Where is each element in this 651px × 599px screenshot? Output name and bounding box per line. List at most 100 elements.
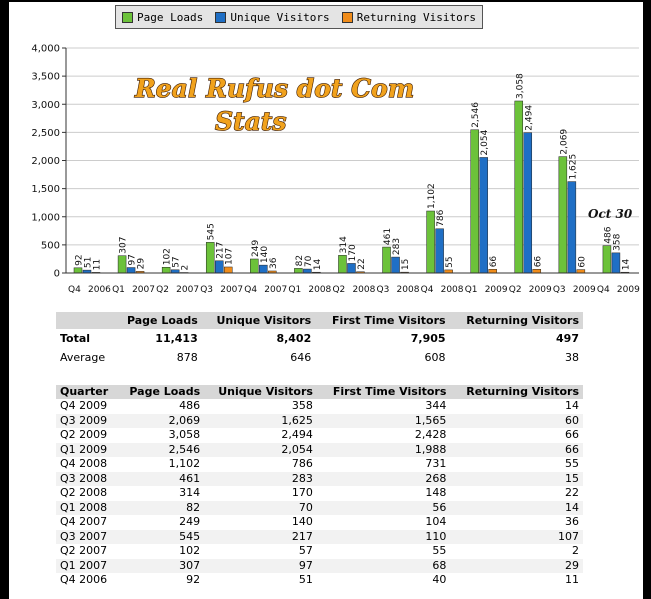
bar-unique-visitors [435,228,444,274]
data-label-returning-visitors: 14 [313,258,323,270]
quarterly-cell-page-loads: 461 [117,471,205,486]
y-tick-label: 0 [54,269,60,280]
summary-header-blank [56,312,115,329]
bar-page-loads [426,210,435,274]
quarterly-header-page-loads: Page Loads [117,385,205,399]
bar-page-loads [250,258,259,274]
data-label-returning-visitors: 60 [577,256,587,268]
x-tick-label-year: 2007 [176,285,199,295]
summary-header-returning-visitors: Returning Visitors [449,312,583,329]
bar-page-loads [294,268,303,274]
x-axis: Q4 2006 Q1 2007 Q2 2007 Q3 2007 Q4 2007 Q1 2008 Q2 20… [66,272,640,295]
summary-average-page-loads: 878 [176,351,198,364]
table-row: Q4 2009 486 358 344 14 [56,399,583,414]
quarterly-cell-page-loads: 314 [179,486,201,500]
legend-swatch-returning-visitors [341,11,353,23]
quarterly-cell-page-loads: 82 [117,500,205,515]
table-row: Q3 2007 545 217 110 107 [56,529,583,544]
summary-average-unique-visitors: 646 [290,351,312,364]
quarterly-table-body: Q4 2009 486 358 344 14 Q3 2009 2,069 1,625 1,565… [56,399,583,588]
bar-returning-visitors [576,269,586,274]
y-tick-label: 3,000 [31,100,60,111]
quarterly-cell-returning-visitors: 55 [565,457,579,471]
data-label-page-loads: 314 [339,236,349,253]
x-tick-label-year: 2008 [397,285,420,295]
table-row: Q1 2009 2,546 2,054 1,988 66 [56,442,583,457]
quarterly-cell-first-time-visitors: 110 [316,529,451,544]
legend-label-returning-visitors: Returning Visitors [356,10,476,24]
quarterly-cell-first-time-visitors: 40 [432,573,447,587]
summary-total-row: Total 11,413 8,402 7,905 497 [56,329,583,349]
bar-unique-visitors [479,157,488,274]
x-tick-label-quarter: Q1 [288,285,301,295]
data-label-returning-visitors: 66 [533,256,543,268]
data-label-unique-visitors: 1,625 [568,154,578,180]
data-label-page-loads: 2,069 [559,129,569,155]
data-label-unique-visitors: 170 [348,244,358,261]
quarterly-cell-unique-visitors: 1,625 [204,413,317,428]
y-tick-label: 2,500 [31,128,60,139]
y-axis: 0 500 1,000 1,500 2,000 2,500 3,000 3,500 4,000 [31,44,67,280]
data-label-page-loads: 461 [383,228,393,245]
data-label-page-loads: 92 [75,254,85,265]
summary-header-unique-visitors: Unique Visitors [201,312,316,329]
bar-returning-visitors [532,269,542,274]
bar-page-loads [117,255,127,274]
quarterly-cell-unique-visitors: 283 [204,471,317,486]
x-tick-label-year: 2008 [441,285,464,295]
data-label-returning-visitors: 14 [621,258,631,270]
quarterly-cell-unique-visitors: 97 [204,558,317,573]
summary-total-returning-visitors: 497 [556,332,579,345]
quarterly-cell-first-time-visitors: 104 [425,515,447,529]
table-row: Q4 2007 249 140 104 36 [56,515,583,530]
quarterly-header-first-time-visitors: First Time Visitors [316,385,451,399]
quarterly-cell-quarter: Q4 2006 [60,573,108,587]
bar-unique-visitors [214,260,224,274]
data-label-unique-visitors: 2,494 [524,105,534,131]
quarterly-cell-returning-visitors: 11 [565,573,579,587]
quarterly-table: Quarter Page Loads Unique Visitors First… [56,385,583,588]
summary-average-row: Average 878 646 608 38 [56,349,583,367]
data-label-returning-visitors: 66 [489,256,499,268]
quarterly-cell-page-loads: 307 [117,558,205,573]
chart-legend: Page Loads Unique Visitors Returning Vis… [115,5,483,29]
data-label-page-loads: 249 [251,240,261,257]
quarterly-cell-returning-visitors: 22 [565,486,579,500]
quarterly-cell-unique-visitors: 786 [291,457,313,471]
bar-page-loads [73,267,83,274]
data-label-page-loads: 3,058 [515,73,525,99]
quarterly-cell-quarter: Q1 2009 [56,442,118,457]
table-row: Q2 2009 3,058 2,494 2,428 66 [56,428,583,443]
quarterly-cell-first-time-visitors: 344 [425,399,447,413]
y-tick-label: 500 [41,240,60,251]
table-row: Q1 2007 307 97 68 29 [56,558,583,573]
quarterly-cell-quarter: Q1 2007 [56,558,118,573]
legend-item-returning-visitors: Returning Visitors [341,10,476,24]
quarterly-cell-quarter: Q3 2009 [56,413,118,428]
quarterly-cell-first-time-visitors: 1,565 [316,413,451,428]
chart-title-line-1: Real Rufus dot Com [134,74,414,103]
table-row: Q2 2007 102 57 55 2 [56,544,583,559]
quarterly-cell-page-loads: 486 [179,399,201,413]
quarterly-cell-quarter: Q3 2007 [56,529,118,544]
quarterly-cell-quarter: Q2 2008 [60,486,108,500]
bar-page-loads [161,267,171,274]
x-tick-label-quarter: Q2 [509,285,522,295]
data-label-unique-visitors: 140 [260,246,270,263]
y-tick-label: 1,000 [31,212,60,223]
quarterly-cell-unique-visitors: 2,494 [281,428,313,442]
bar-page-loads [470,129,479,274]
data-label-returning-visitors: 29 [137,258,147,270]
chart-date-annotation: Oct 30 [588,207,633,221]
x-tick-label-quarter: Q4 [597,285,610,295]
bar-page-loads [514,100,524,274]
x-tick-label-year: 2008 [308,285,331,295]
quarterly-cell-first-time-visitors: 731 [425,457,447,471]
quarterly-cell-page-loads: 92 [186,573,201,587]
data-label-unique-visitors: 2,054 [480,129,490,155]
quarterly-cell-quarter: Q4 2007 [60,515,108,529]
summary-total-page-loads: 11,413 [155,332,198,345]
table-row: Q4 2006 92 51 40 11 [56,573,583,588]
chart-title-line-2: Stats [215,107,286,136]
quarterly-cell-returning-visitors: 29 [450,558,583,573]
